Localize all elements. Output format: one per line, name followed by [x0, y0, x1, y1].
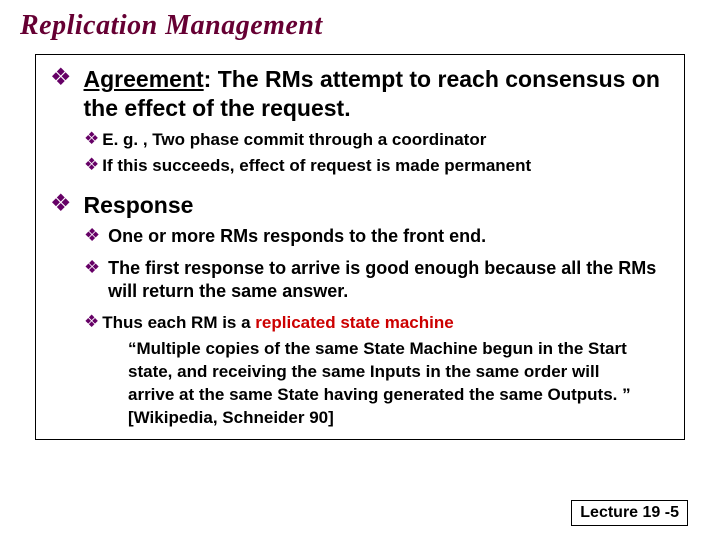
- response-sub1-text: One or more RMs responds to the front en…: [108, 225, 486, 248]
- bullet-agreement-sub1: ❖ E. g. , Two phase commit through a coo…: [84, 129, 670, 151]
- diamond-icon: ❖: [84, 155, 99, 175]
- agreement-text: Agreement: The RMs attempt to reach cons…: [84, 65, 670, 123]
- response-sub3-red: replicated state machine: [255, 313, 453, 332]
- response-sub3-text: Thus each RM is a replicated state machi…: [102, 312, 453, 334]
- bullet-response-sub3: ❖ Thus each RM is a replicated state mac…: [84, 312, 670, 334]
- agreement-heading: Agreement: [84, 66, 204, 92]
- slide-title: Replication Management: [20, 10, 700, 42]
- response-heading: Response: [84, 191, 194, 220]
- bullet-response-sub2: ❖ The first response to arrive is good e…: [84, 257, 670, 304]
- agreement-sub1-text: E. g. , Two phase commit through a coord…: [102, 129, 486, 151]
- response-sub3-prefix: Thus each RM is a: [102, 313, 255, 332]
- content-box: ❖ Agreement: The RMs attempt to reach co…: [35, 54, 685, 440]
- response-sub2-text: The first response to arrive is good eno…: [108, 257, 670, 304]
- diamond-icon: ❖: [84, 225, 100, 247]
- bullet-agreement: ❖ Agreement: The RMs attempt to reach co…: [50, 65, 670, 123]
- diamond-icon: ❖: [50, 65, 72, 91]
- bullet-response: ❖ Response: [50, 191, 670, 220]
- diamond-icon: ❖: [50, 191, 72, 217]
- agreement-sub2-text: If this succeeds, effect of request is m…: [102, 155, 531, 177]
- footer-label: Lecture 19 -5: [571, 500, 688, 526]
- bullet-response-sub1: ❖ One or more RMs responds to the front …: [84, 225, 670, 248]
- diamond-icon: ❖: [84, 129, 99, 149]
- diamond-icon: ❖: [84, 312, 99, 332]
- diamond-icon: ❖: [84, 257, 100, 279]
- bullet-agreement-sub2: ❖ If this succeeds, effect of request is…: [84, 155, 670, 177]
- quote-text: “Multiple copies of the same State Machi…: [128, 338, 650, 430]
